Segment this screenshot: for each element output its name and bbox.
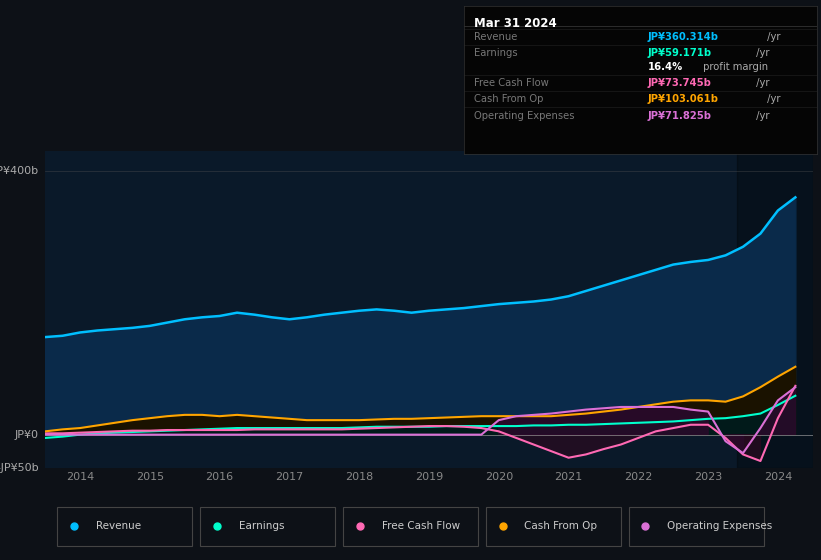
Text: /yr: /yr (764, 32, 781, 42)
Text: 16.4%: 16.4% (648, 62, 683, 72)
Text: Operating Expenses: Operating Expenses (667, 521, 773, 531)
Text: Mar 31 2024: Mar 31 2024 (475, 17, 557, 30)
Text: Revenue: Revenue (96, 521, 141, 531)
Text: profit margin: profit margin (700, 62, 768, 72)
Text: Cash From Op: Cash From Op (525, 521, 598, 531)
Text: Earnings: Earnings (239, 521, 284, 531)
Text: Free Cash Flow: Free Cash Flow (475, 78, 549, 88)
Text: JP¥400b: JP¥400b (0, 166, 39, 176)
Text: -JP¥50b: -JP¥50b (0, 463, 39, 473)
Text: /yr: /yr (754, 78, 770, 88)
Text: /yr: /yr (754, 111, 770, 120)
Text: JP¥360.314b: JP¥360.314b (648, 32, 718, 42)
Text: /yr: /yr (754, 48, 770, 58)
Text: JP¥59.171b: JP¥59.171b (648, 48, 712, 58)
Text: JP¥71.825b: JP¥71.825b (648, 111, 712, 120)
Text: Free Cash Flow: Free Cash Flow (382, 521, 460, 531)
Bar (737, 151, 813, 468)
Text: JP¥73.745b: JP¥73.745b (648, 78, 711, 88)
Text: JP¥103.061b: JP¥103.061b (648, 94, 718, 104)
Text: Operating Expenses: Operating Expenses (475, 111, 575, 120)
Text: /yr: /yr (764, 94, 781, 104)
Text: Earnings: Earnings (475, 48, 518, 58)
Text: Cash From Op: Cash From Op (475, 94, 544, 104)
Text: JP¥0: JP¥0 (15, 430, 39, 440)
Text: Revenue: Revenue (475, 32, 518, 42)
